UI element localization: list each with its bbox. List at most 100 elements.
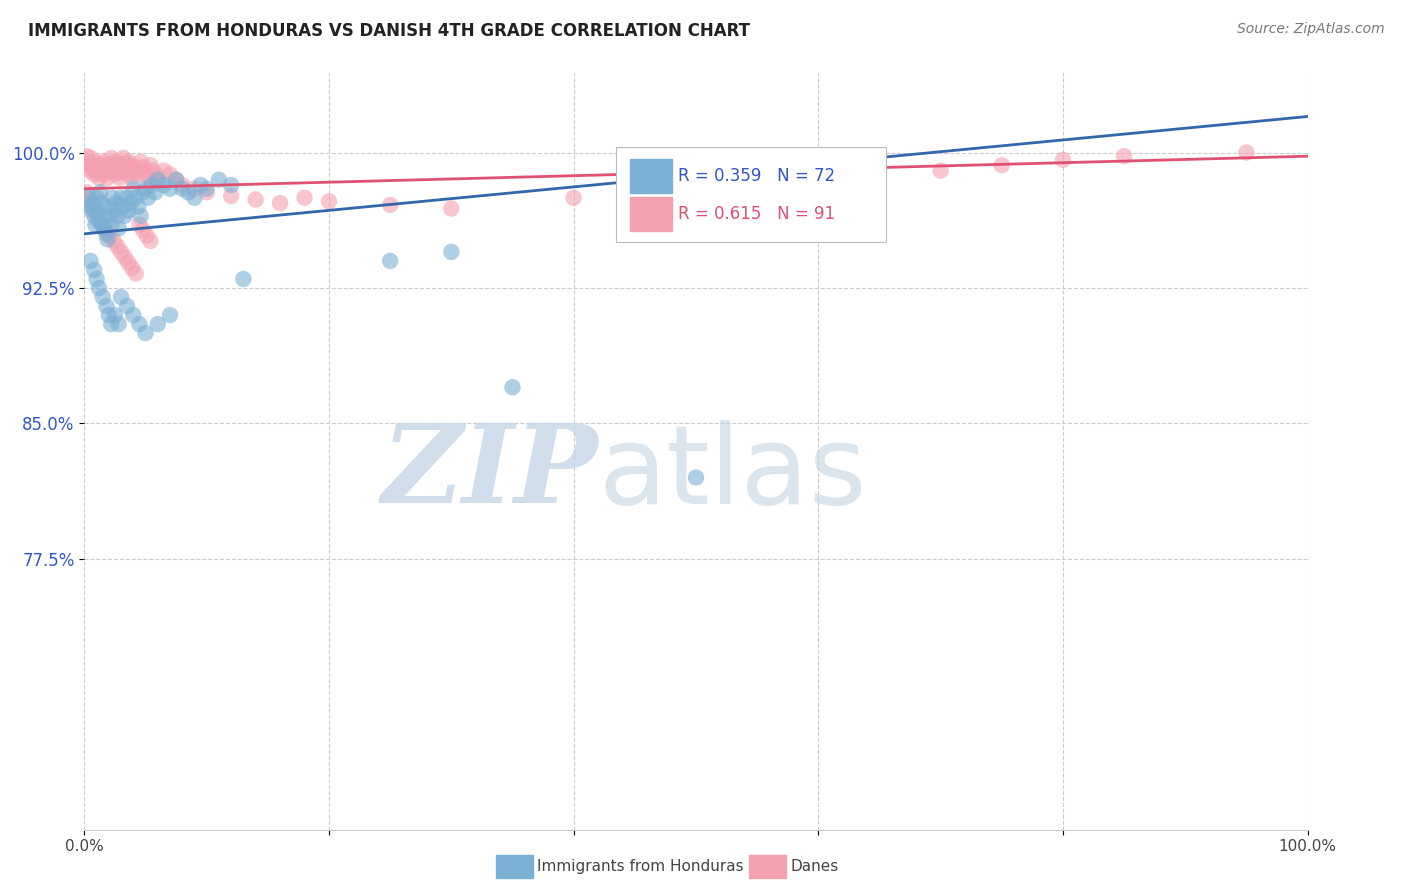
Point [159,182,181,196]
Point [115,191,138,205]
Point [165,172,187,186]
Point [440,244,463,259]
Point [83,209,105,223]
Point [82,196,104,211]
Text: atlas: atlas [598,420,866,526]
Point [98,209,121,223]
Point [172,182,194,196]
Point [132,160,155,174]
Point [132,186,155,200]
Point [91,290,114,304]
Point [84,218,107,232]
Point [83,202,105,216]
Point [125,163,148,178]
Point [294,191,316,205]
Point [183,191,205,205]
Point [93,154,115,169]
Point [195,186,218,200]
Point [807,172,830,186]
Point [139,234,162,248]
Point [120,196,142,211]
Point [183,182,205,196]
Point [87,165,110,179]
Point [245,193,267,207]
Point [269,196,291,211]
Point [141,178,163,192]
Point [84,154,107,169]
Point [77,191,100,205]
Point [107,165,129,179]
Point [127,167,149,181]
Point [135,326,157,340]
Point [91,218,114,232]
Point [117,154,139,169]
Point [991,158,1014,172]
Point [440,202,463,216]
Point [97,158,120,172]
Point [89,158,111,172]
Point [1052,153,1074,167]
Point [77,163,100,178]
Point [89,186,111,200]
Point [232,272,254,286]
Point [129,209,152,223]
Point [117,203,139,218]
Point [153,178,176,192]
Point [118,160,141,174]
Point [502,380,524,394]
Point [86,207,108,221]
Point [159,167,181,181]
Point [114,156,136,170]
Point [146,172,169,186]
Point [125,191,148,205]
Point [107,317,129,331]
Point [96,165,118,179]
Point [105,239,128,253]
Point [79,200,101,214]
Point [97,308,120,322]
Point [111,163,134,178]
Point [96,223,118,237]
Point [91,167,114,181]
Point [108,170,131,185]
Point [122,308,145,322]
Point [135,228,157,243]
Point [1236,145,1258,160]
Point [562,191,585,205]
Point [110,244,132,259]
Point [136,170,159,185]
Point [125,267,148,281]
Point [128,218,150,232]
Point [110,290,132,304]
Point [685,470,707,484]
Point [77,158,100,172]
Point [146,172,169,186]
Point [101,191,124,205]
Point [79,254,101,268]
Point [120,165,142,179]
Point [93,221,115,235]
Point [79,151,101,165]
Point [87,212,110,227]
Text: IMMIGRANTS FROM HONDURAS VS DANISH 4TH GRADE CORRELATION CHART: IMMIGRANTS FROM HONDURAS VS DANISH 4TH G… [28,22,751,40]
Point [128,317,150,331]
FancyBboxPatch shape [630,197,672,230]
Point [86,160,108,174]
Point [115,299,138,313]
Point [127,200,149,214]
Point [112,151,135,165]
Point [105,209,128,223]
Point [139,158,162,172]
Point [122,182,145,196]
Point [75,154,97,169]
FancyBboxPatch shape [630,160,672,193]
Point [129,154,152,169]
Point [380,254,402,268]
Point [121,261,143,276]
Point [121,170,143,185]
Text: R = 0.615   N = 91: R = 0.615 N = 91 [678,205,835,223]
Point [97,200,120,214]
Point [208,172,231,186]
Point [76,149,98,163]
Text: Source: ZipAtlas.com: Source: ZipAtlas.com [1237,22,1385,37]
